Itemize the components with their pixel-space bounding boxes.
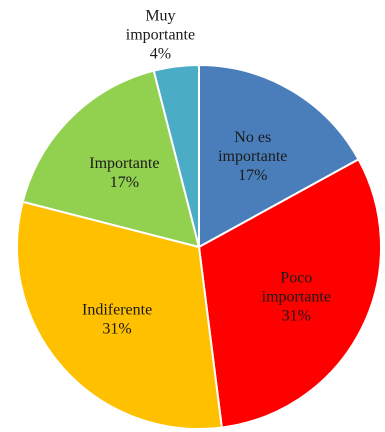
slice-label-line: No es [234, 129, 271, 146]
slice-label-line: 17% [110, 174, 139, 191]
slice-label-line: 31% [282, 308, 311, 325]
slice-label-line: Indiferente [82, 302, 152, 319]
slice-label-line: importante [218, 148, 287, 165]
slice-label-line: Importante [89, 155, 159, 172]
slice-label-line: 31% [102, 321, 131, 338]
slice-label-line: Muy [145, 7, 175, 24]
slice-label-line: importante [262, 289, 331, 306]
slice-label-line: Poco [280, 270, 312, 287]
slice-label-muy-importante: Muy importante 4% [126, 7, 195, 62]
slice-label-line: 4% [150, 45, 171, 62]
slices-layer [17, 65, 381, 429]
slice-label-line: importante [126, 26, 195, 43]
slice-label-line: 17% [238, 167, 267, 184]
